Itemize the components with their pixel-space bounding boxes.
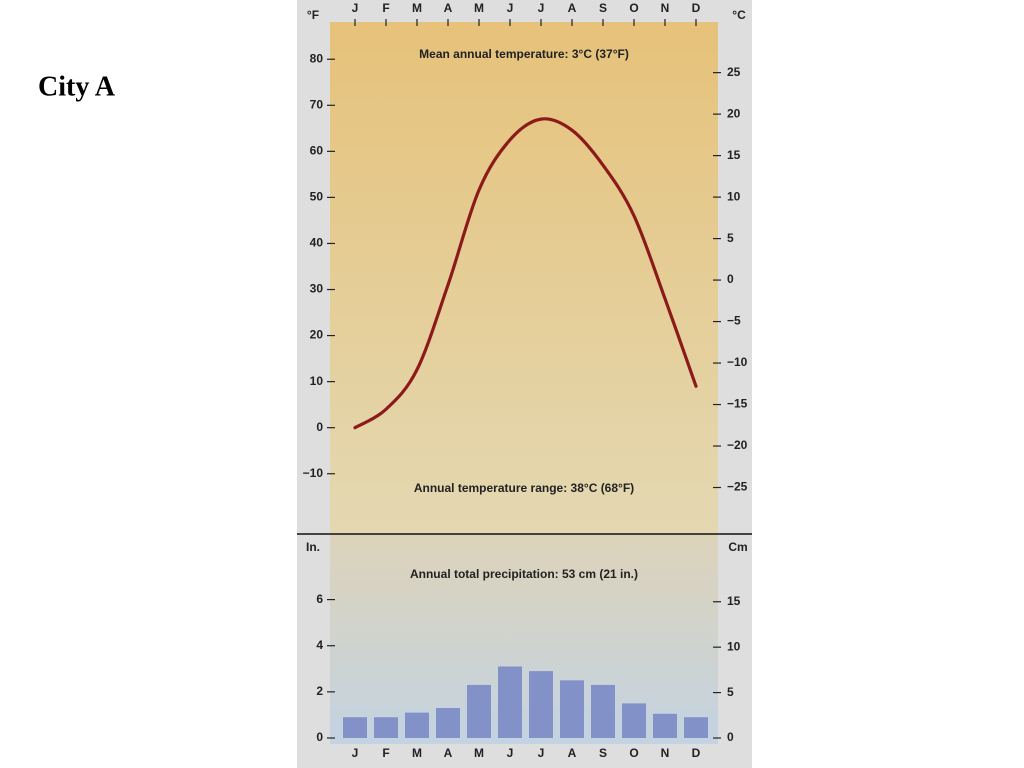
y-tick-label: 50 (310, 190, 324, 204)
bar (529, 671, 553, 738)
y2-tick-label: 25 (727, 65, 741, 79)
y-tick-label: 4 (316, 638, 323, 652)
y2-tick-label: 10 (727, 189, 741, 203)
y-tick-label: 40 (310, 236, 324, 250)
y-tick-label: 2 (316, 684, 323, 698)
y-tick-label: 80 (310, 51, 324, 65)
y2-tick-label: 0 (727, 730, 734, 744)
annotation: Annual temperature range: 38°C (68°F) (414, 481, 634, 495)
temperature-plot-area (330, 22, 718, 534)
y2-tick-label: −5 (727, 314, 741, 328)
y2-tick-label: 15 (727, 148, 741, 162)
bar (622, 703, 646, 738)
y2-tick-label: 20 (727, 106, 741, 120)
month-label: N (661, 1, 670, 15)
month-label: J (507, 746, 514, 760)
month-label: M (412, 746, 422, 760)
bar (374, 717, 398, 738)
y2-tick-label: 5 (727, 685, 734, 699)
bar (653, 713, 677, 738)
y2-tick-label: −10 (727, 355, 748, 369)
month-label: J (352, 746, 359, 760)
month-label: D (692, 1, 701, 15)
month-label: J (507, 1, 514, 15)
y-tick-label: 30 (310, 282, 324, 296)
y-tick-label: −10 (303, 466, 324, 480)
y-tick-label: 70 (310, 97, 324, 111)
y2-tick-label: 10 (727, 639, 741, 653)
y2-axis-label: Cm (728, 540, 747, 554)
bar (498, 666, 522, 738)
bar (405, 712, 429, 738)
y2-tick-label: 15 (727, 594, 741, 608)
bar (343, 717, 367, 738)
slide-title: City A (38, 71, 116, 102)
y2-tick-label: −20 (727, 438, 748, 452)
y2-tick-label: −15 (727, 397, 748, 411)
month-label: F (382, 746, 389, 760)
y-tick-label: 10 (310, 374, 324, 388)
month-label: F (382, 1, 389, 15)
bar (436, 708, 460, 738)
month-label: O (629, 746, 638, 760)
month-label: A (444, 746, 453, 760)
precipitation-plot-area (330, 534, 718, 744)
bar (591, 684, 615, 738)
month-label: J (538, 746, 545, 760)
y-axis-label: In. (306, 540, 320, 554)
month-label: A (444, 1, 453, 15)
month-label: M (474, 746, 484, 760)
y-tick-label: 0 (316, 420, 323, 434)
y-tick-label: 0 (316, 730, 323, 744)
month-label: J (352, 1, 359, 15)
temperature-line (353, 117, 698, 430)
annotation: Annual total precipitation: 53 cm (21 in… (410, 567, 638, 581)
y-tick-label: 20 (310, 328, 324, 342)
y2-tick-label: −25 (727, 480, 748, 494)
y-tick-label: 6 (316, 592, 323, 606)
month-label: O (629, 1, 638, 15)
y2-tick-label: 5 (727, 231, 734, 245)
month-label: S (599, 746, 607, 760)
month-label: A (568, 746, 577, 760)
y-axis-label: °F (307, 8, 319, 22)
month-label: M (474, 1, 484, 15)
month-label: D (692, 746, 701, 760)
month-label: M (412, 1, 422, 15)
bar (684, 717, 708, 738)
month-label: S (599, 1, 607, 15)
month-label: N (661, 746, 670, 760)
annotation: Mean annual temperature: 3°C (37°F) (419, 47, 629, 61)
y2-tick-label: 0 (727, 272, 734, 286)
month-label: A (568, 1, 577, 15)
bar (467, 684, 491, 738)
y-tick-label: 60 (310, 144, 324, 158)
bar (560, 680, 584, 738)
month-label: J (538, 1, 545, 15)
y2-axis-label: °C (732, 8, 746, 22)
